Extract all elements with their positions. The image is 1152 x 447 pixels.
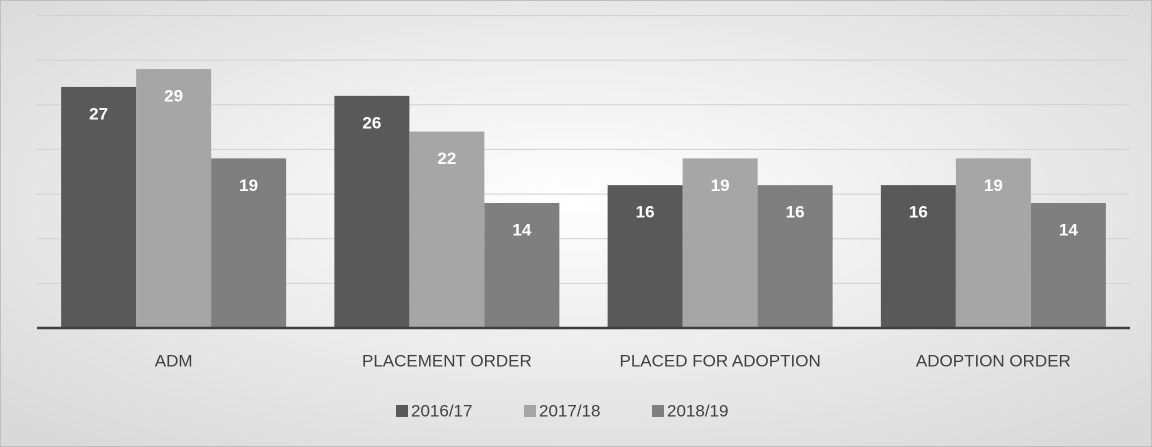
bar <box>334 95 410 328</box>
data-label: 19 <box>239 176 258 195</box>
data-label: 16 <box>786 203 805 222</box>
data-label: 14 <box>1059 220 1078 239</box>
bar <box>484 203 560 328</box>
bar <box>607 185 683 328</box>
legend-swatch <box>524 405 536 417</box>
data-label: 26 <box>362 113 381 132</box>
data-label: 27 <box>89 104 108 123</box>
data-label: 14 <box>512 220 531 239</box>
data-label: 19 <box>984 176 1003 195</box>
bar <box>211 158 287 328</box>
bar <box>955 158 1031 328</box>
bar <box>61 86 137 328</box>
data-label: 16 <box>909 203 928 222</box>
bar <box>1030 203 1106 328</box>
x-tick-label: ADOPTION ORDER <box>916 351 1071 370</box>
data-label: 19 <box>711 176 730 195</box>
x-tick-label: ADM <box>155 351 193 370</box>
bar <box>682 158 758 328</box>
bar <box>136 69 212 329</box>
legend-label: 2017/18 <box>539 401 600 420</box>
data-label: 16 <box>636 203 655 222</box>
legend-label: 2016/17 <box>411 401 472 420</box>
legend-swatch <box>652 405 664 417</box>
x-tick-label: PLACED FOR ADOPTION <box>620 351 821 370</box>
data-label: 29 <box>164 87 183 106</box>
legend-swatch <box>396 405 408 417</box>
x-tick-label: PLACEMENT ORDER <box>362 351 532 370</box>
legend-label: 2018/19 <box>667 401 728 420</box>
bar <box>757 185 833 328</box>
data-label: 22 <box>437 149 456 168</box>
bar <box>880 185 956 328</box>
bar <box>409 131 485 328</box>
